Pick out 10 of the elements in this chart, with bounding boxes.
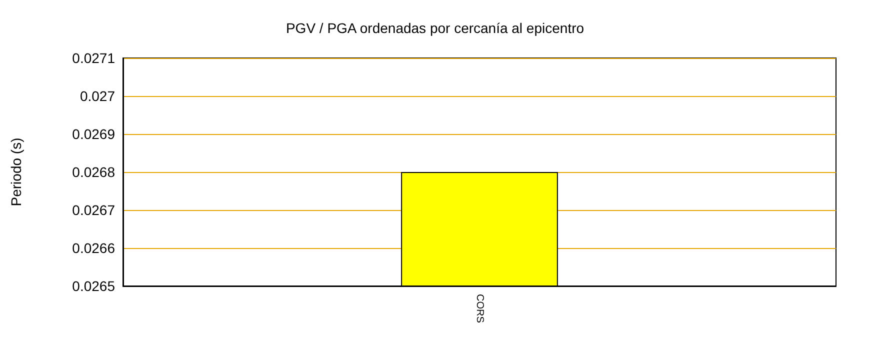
y-tick-label: 0.0265 — [72, 278, 116, 294]
y-tick-label: 0.0269 — [72, 126, 116, 142]
chart-title: PGV / PGA ordenadas por cercanía al epicentro — [286, 20, 584, 36]
y-tick-label: 0.027 — [80, 88, 116, 104]
y-tick-label: 0.0268 — [72, 164, 116, 180]
y-axis-title: Periodo (s) — [8, 138, 24, 206]
y-tick-label: 0.0267 — [72, 202, 116, 218]
x-tick-label: CORS — [474, 294, 485, 324]
y-tick-label: 0.0266 — [72, 240, 116, 256]
y-tick-label: 0.0271 — [72, 50, 116, 66]
